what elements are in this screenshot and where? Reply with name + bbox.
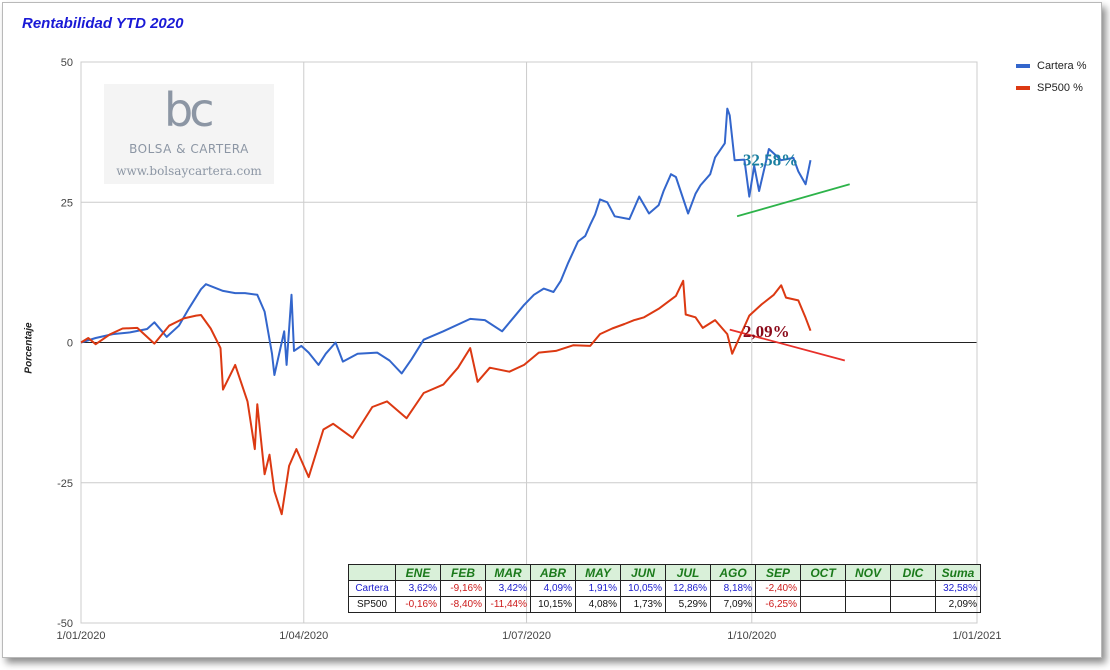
legend-label-sp500: SP500 % bbox=[1037, 82, 1083, 94]
table-header-cell: Suma bbox=[935, 564, 981, 581]
y-tick-label: 25 bbox=[61, 197, 73, 209]
x-tick-label: 1/10/2020 bbox=[727, 630, 776, 642]
legend-swatch-cartera bbox=[1016, 64, 1030, 68]
table-cell: 12,86% bbox=[665, 580, 711, 597]
x-tick-label: 1/01/2020 bbox=[57, 630, 106, 642]
table-cell: 1,73% bbox=[620, 596, 666, 613]
table-cell: 2,09% bbox=[935, 596, 981, 613]
x-tick-label: 1/01/2021 bbox=[953, 630, 1002, 642]
table-header-row: ENE FEB MAR ABR MAY JUN JUL AGO SEP OCT NOV DIC Suma bbox=[348, 564, 981, 581]
table-cell: -9,16% bbox=[440, 580, 486, 597]
table-cell: -2,40% bbox=[755, 580, 801, 597]
table-row: Cartera 3,62% -9,16% 3,42% 4,09% 1,91% 10,05% 1… bbox=[348, 580, 981, 597]
annotation-cartera: 32,58% bbox=[743, 151, 798, 170]
table-cell: -0,16% bbox=[395, 596, 441, 613]
table-header-cell: NOV bbox=[845, 564, 891, 581]
table-cell: 8,18% bbox=[710, 580, 756, 597]
table-header-cell: FEB bbox=[440, 564, 486, 581]
table-row: SP500 -0,16% -8,40% -11,44% 10,15% 4,08% 1,73%… bbox=[348, 596, 981, 613]
legend-label-cartera: Cartera % bbox=[1037, 60, 1087, 72]
table-cell: 1,91% bbox=[575, 580, 621, 597]
logo-url: www.bolsaycartera.com bbox=[116, 164, 262, 178]
y-tick-label: -50 bbox=[57, 618, 73, 630]
table-cell: 10,05% bbox=[620, 580, 666, 597]
annotation-sp500: 2,09% bbox=[743, 322, 790, 341]
series-line-sp500 bbox=[80, 279, 812, 516]
table-cell bbox=[845, 596, 891, 613]
table-header-cell: JUL bbox=[665, 564, 711, 581]
table-header-cell: MAY bbox=[575, 564, 621, 581]
series-line-cartera bbox=[80, 107, 812, 376]
y-tick-label: -25 bbox=[57, 478, 73, 490]
table-cell: 10,15% bbox=[530, 596, 576, 613]
table-header-cell: MAR bbox=[485, 564, 531, 581]
table-cell: 7,09% bbox=[710, 596, 756, 613]
table-row-label: Cartera bbox=[348, 580, 396, 597]
legend-item-cartera[interactable]: Cartera % bbox=[1016, 55, 1087, 77]
x-tick-label: 1/04/2020 bbox=[279, 630, 328, 642]
table-cell: 3,62% bbox=[395, 580, 441, 597]
legend-swatch-sp500 bbox=[1016, 86, 1030, 90]
monthly-returns-table: ENE FEB MAR ABR MAY JUN JUL AGO SEP OCT NOV DIC Suma… bbox=[348, 564, 981, 613]
y-tick-label: 0 bbox=[67, 338, 73, 350]
table-header-cell: DIC bbox=[890, 564, 936, 581]
table-cell bbox=[800, 596, 846, 613]
table-cell: -6,25% bbox=[755, 596, 801, 613]
y-tick-label: 50 bbox=[61, 57, 73, 69]
trend-line-down bbox=[729, 328, 846, 362]
legend-item-sp500[interactable]: SP500 % bbox=[1016, 77, 1087, 99]
logo-mark: bc bbox=[164, 83, 214, 137]
table-cell: -11,44% bbox=[485, 596, 531, 613]
table-header-cell: ABR bbox=[530, 564, 576, 581]
table-corner-cell bbox=[348, 564, 396, 581]
trend-line-up bbox=[736, 183, 850, 218]
table-cell bbox=[845, 580, 891, 597]
table-cell bbox=[800, 580, 846, 597]
watermark-logo: bc BOLSA & CARTERA www.bolsaycartera.com bbox=[104, 84, 274, 184]
table-cell: 32,58% bbox=[935, 580, 981, 597]
chart-title: Rentabilidad YTD 2020 bbox=[22, 15, 184, 32]
table-cell: 4,09% bbox=[530, 580, 576, 597]
table-cell: 5,29% bbox=[665, 596, 711, 613]
table-header-cell: OCT bbox=[800, 564, 846, 581]
table-header-cell: SEP bbox=[755, 564, 801, 581]
table-cell bbox=[890, 580, 936, 597]
legend: Cartera % SP500 % bbox=[1016, 55, 1087, 99]
table-cell: -8,40% bbox=[440, 596, 486, 613]
table-header-cell: ENE bbox=[395, 564, 441, 581]
table-cell bbox=[890, 596, 936, 613]
table-header-cell: AGO bbox=[710, 564, 756, 581]
table-cell: 3,42% bbox=[485, 580, 531, 597]
table-cell: 4,08% bbox=[575, 596, 621, 613]
logo-name: BOLSA & CARTERA bbox=[129, 142, 249, 156]
x-tick-label: 1/07/2020 bbox=[502, 630, 551, 642]
table-header-cell: JUN bbox=[620, 564, 666, 581]
table-row-label: SP500 bbox=[348, 596, 396, 613]
